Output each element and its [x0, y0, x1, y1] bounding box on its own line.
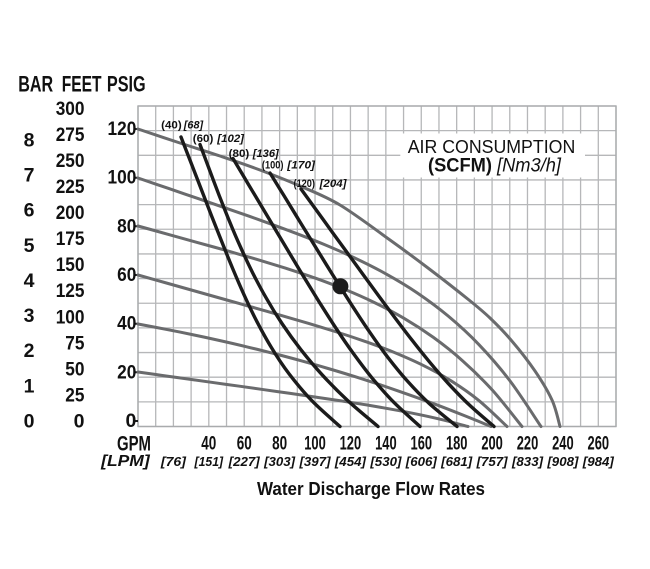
- svg-text:220: 220: [517, 434, 539, 455]
- svg-text:225: 225: [56, 176, 85, 198]
- svg-text:AIR CONSUMPTION: AIR CONSUMPTION: [408, 137, 576, 157]
- svg-text:150: 150: [56, 254, 85, 276]
- svg-text:[984]: [984]: [582, 455, 615, 469]
- svg-text:300: 300: [56, 98, 85, 120]
- svg-text:8: 8: [24, 129, 35, 151]
- svg-text:0: 0: [74, 411, 85, 433]
- svg-text:PSIG: PSIG: [107, 72, 146, 97]
- svg-text:80: 80: [117, 215, 136, 237]
- svg-text:80: 80: [272, 434, 287, 455]
- svg-text:6: 6: [24, 200, 35, 222]
- svg-text:240: 240: [552, 434, 574, 455]
- svg-text:0: 0: [125, 410, 136, 432]
- svg-text:(60): (60): [193, 133, 214, 145]
- svg-text:60: 60: [117, 264, 136, 286]
- svg-text:(120): (120): [294, 178, 316, 190]
- svg-text:40: 40: [201, 434, 216, 455]
- svg-text:[303]: [303]: [263, 455, 296, 469]
- svg-text:250: 250: [56, 150, 85, 172]
- svg-text:160: 160: [411, 434, 433, 455]
- svg-text:[204]: [204]: [319, 178, 347, 190]
- svg-text:[606]: [606]: [405, 455, 438, 469]
- svg-text:3: 3: [24, 305, 35, 327]
- svg-text:200: 200: [56, 202, 85, 224]
- svg-text:1: 1: [24, 375, 35, 397]
- svg-text:[757]: [757]: [476, 455, 509, 469]
- svg-text:[LPM]: [LPM]: [100, 453, 150, 470]
- svg-text:(40): (40): [161, 120, 182, 132]
- svg-text:7: 7: [24, 165, 35, 187]
- svg-text:[397]: [397]: [298, 455, 331, 469]
- svg-text:275: 275: [56, 124, 85, 146]
- svg-text:FEET: FEET: [62, 72, 102, 97]
- svg-text:[136]: [136]: [252, 148, 279, 160]
- svg-text:[908]: [908]: [546, 455, 579, 469]
- svg-text:40: 40: [117, 313, 136, 335]
- svg-text:[454]: [454]: [334, 455, 367, 469]
- svg-text:180: 180: [446, 434, 468, 455]
- svg-text:(80): (80): [229, 148, 250, 160]
- svg-text:75: 75: [65, 332, 84, 354]
- svg-text:50: 50: [65, 359, 84, 381]
- svg-text:20: 20: [117, 361, 136, 383]
- svg-text:175: 175: [56, 228, 85, 250]
- svg-text:[833]: [833]: [511, 455, 544, 469]
- svg-text:120: 120: [108, 118, 137, 140]
- svg-text:260: 260: [588, 434, 610, 455]
- svg-text:[102]: [102]: [216, 133, 244, 145]
- svg-text:Water Discharge Flow Rates: Water Discharge Flow Rates: [257, 478, 485, 499]
- svg-text:[76]: [76]: [160, 455, 187, 469]
- svg-text:GPM: GPM: [117, 433, 151, 456]
- svg-text:200: 200: [481, 434, 503, 455]
- svg-text:100: 100: [108, 167, 137, 189]
- svg-text:[170]: [170]: [286, 160, 315, 172]
- svg-text:60: 60: [237, 434, 252, 455]
- svg-text:[530]: [530]: [369, 455, 402, 469]
- svg-text:2: 2: [24, 340, 35, 362]
- svg-text:5: 5: [24, 235, 35, 257]
- svg-text:[681]: [681]: [440, 455, 473, 469]
- svg-text:140: 140: [375, 434, 397, 455]
- svg-text:[68]: [68]: [183, 120, 204, 132]
- svg-text:0: 0: [24, 410, 35, 432]
- svg-text:[151]: [151]: [194, 455, 224, 469]
- svg-text:4: 4: [24, 270, 35, 292]
- svg-text:(SCFM) [Nm3/h]: (SCFM) [Nm3/h]: [428, 156, 562, 177]
- svg-text:100: 100: [56, 306, 85, 328]
- svg-text:25: 25: [65, 385, 84, 407]
- svg-text:100: 100: [304, 434, 326, 455]
- svg-text:[227]: [227]: [228, 455, 261, 469]
- svg-text:BAR: BAR: [18, 72, 53, 97]
- svg-text:120: 120: [340, 434, 362, 455]
- svg-text:125: 125: [56, 280, 85, 302]
- svg-text:(100): (100): [262, 160, 284, 172]
